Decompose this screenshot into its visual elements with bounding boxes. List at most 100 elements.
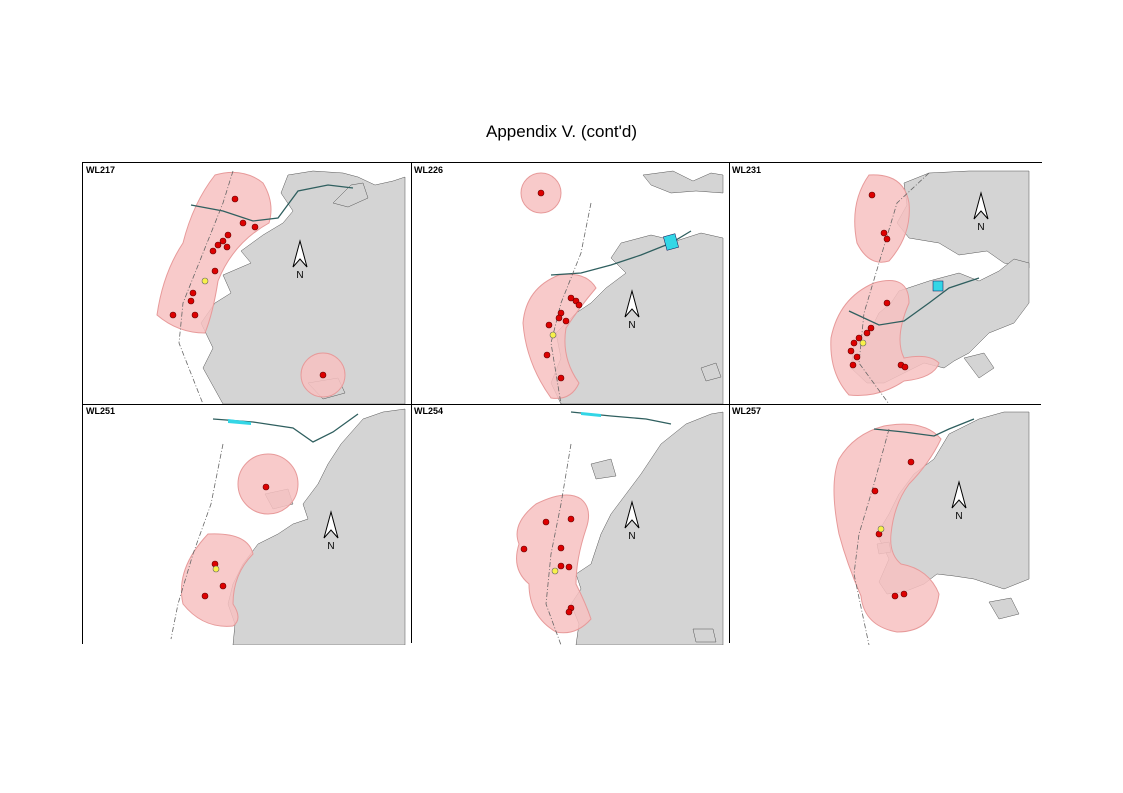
map-panel-wl226: WL226 N — [411, 163, 729, 404]
north-arrow-icon: N — [624, 289, 640, 331]
divider — [729, 163, 730, 643]
map-panel-wl257: WL257 N — [729, 404, 1043, 645]
map-wl254: N — [516, 411, 724, 645]
home-range — [237, 453, 299, 515]
sighting-point — [191, 311, 199, 319]
sighting-point — [219, 237, 227, 245]
north-arrow-icon: N — [973, 191, 989, 233]
land — [200, 170, 406, 404]
sighting-point — [201, 592, 209, 600]
sighting-point — [169, 311, 177, 319]
sighting-point — [565, 608, 573, 616]
map-panel-wl254: WL254 N — [411, 404, 729, 645]
channel-line — [848, 277, 980, 326]
sighting-point — [543, 351, 551, 359]
sighting-point — [562, 317, 570, 325]
sighting-point-highlight — [201, 277, 209, 285]
channel-line — [873, 418, 975, 437]
sighting-point — [557, 374, 565, 382]
sighting-point — [867, 324, 875, 332]
svg-text:N: N — [977, 222, 984, 233]
boundary-line — [550, 202, 592, 404]
map-wl226: N — [520, 170, 724, 404]
divider — [411, 163, 412, 643]
svg-text:N: N — [327, 541, 334, 552]
panel-label: WL254 — [414, 406, 444, 416]
panel-label: WL251 — [86, 406, 116, 416]
map-wl251: N — [170, 408, 406, 645]
land — [700, 362, 722, 382]
map-grid: WL217 N — [82, 162, 1043, 645]
sighting-point — [880, 229, 888, 237]
sighting-point — [565, 563, 573, 571]
land — [692, 628, 717, 643]
sighting-point — [319, 371, 327, 379]
sighting-point — [211, 267, 219, 275]
panel-label: WL231 — [732, 165, 762, 175]
panel-label: WL217 — [86, 165, 116, 175]
sighting-point — [853, 353, 861, 361]
sighting-point — [847, 347, 855, 355]
sighting-point — [900, 590, 908, 598]
sighting-point — [555, 314, 563, 322]
channel-line — [212, 413, 359, 443]
boundary-line — [858, 172, 930, 404]
sighting-point — [863, 329, 871, 337]
sighting-point — [537, 189, 545, 197]
sighting-point — [231, 195, 239, 203]
map-panel-wl251: WL251 N — [83, 404, 411, 645]
sighting-point — [262, 483, 270, 491]
divider — [83, 404, 1041, 405]
sighting-point — [849, 361, 857, 369]
home-range — [830, 280, 940, 396]
sighting-point — [520, 545, 528, 553]
boundary-line — [545, 443, 572, 645]
sighting-point — [557, 562, 565, 570]
sighting-point — [219, 582, 227, 590]
ferry-marker — [663, 233, 679, 251]
sighting-point — [567, 515, 575, 523]
sighting-point-highlight — [212, 565, 220, 573]
land — [590, 458, 617, 480]
north-arrow-icon: N — [624, 500, 640, 542]
sighting-point — [883, 235, 891, 243]
svg-text:N: N — [628, 531, 635, 542]
land — [963, 352, 995, 379]
north-arrow-icon: N — [951, 480, 967, 522]
map-panel-wl231: WL231 N — [729, 163, 1043, 404]
sighting-point — [251, 223, 259, 231]
north-arrow-icon: N — [292, 239, 308, 281]
sighting-point — [223, 243, 231, 251]
sighting-point — [542, 518, 550, 526]
sighting-point — [907, 458, 915, 466]
boundary-line — [178, 170, 234, 404]
panel-label: WL226 — [414, 165, 444, 175]
boundary-line — [170, 443, 224, 640]
sighting-point — [850, 339, 858, 347]
boundary-line — [853, 428, 890, 645]
sighting-point — [239, 219, 247, 227]
sighting-point — [855, 334, 863, 342]
map-wl231: N — [830, 170, 1030, 404]
map-panel-wl217: WL217 N — [83, 163, 411, 404]
panel-label: WL257 — [732, 406, 762, 416]
sighting-point — [214, 241, 222, 249]
land — [642, 170, 724, 194]
sighting-point — [189, 289, 197, 297]
land — [227, 408, 406, 645]
home-range — [854, 174, 910, 263]
sighting-point — [868, 191, 876, 199]
home-range — [833, 423, 942, 633]
sighting-point — [187, 297, 195, 305]
sighting-point-highlight — [859, 339, 867, 347]
land — [988, 597, 1020, 620]
page-title: Appendix V. (cont'd) — [486, 122, 637, 141]
map-wl257: N — [833, 411, 1030, 645]
sighting-point — [883, 299, 891, 307]
svg-text:N: N — [296, 270, 303, 281]
north-arrow-icon: N — [323, 510, 339, 552]
sighting-point — [557, 544, 565, 552]
sighting-point — [567, 294, 575, 302]
home-range — [516, 494, 592, 634]
map-wl217: N — [156, 170, 406, 404]
